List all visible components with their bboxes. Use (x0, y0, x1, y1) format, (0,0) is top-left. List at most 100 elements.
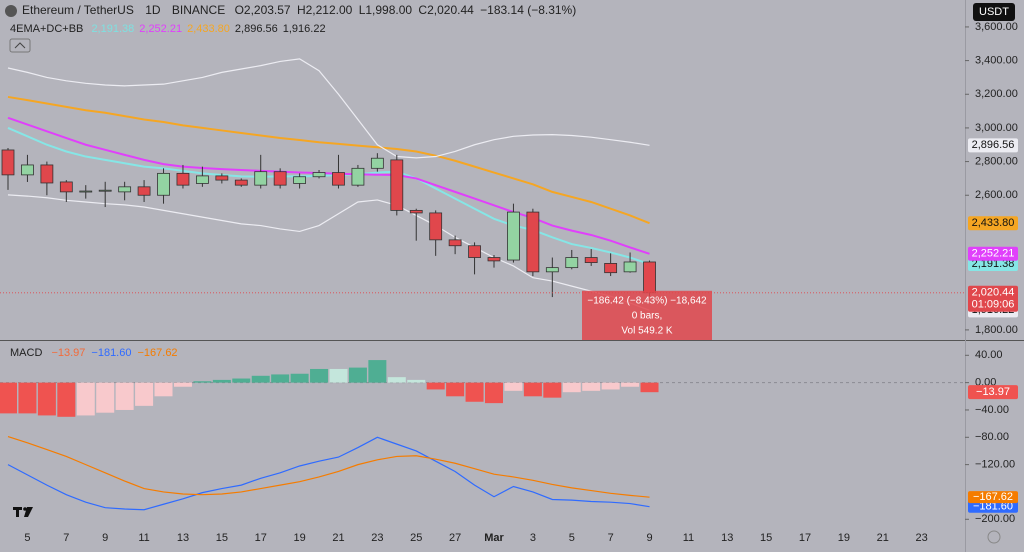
x-tick-label: 7 (63, 532, 69, 544)
candle-body (312, 172, 326, 178)
ohlc-high: H2,212.00 (297, 3, 353, 17)
histogram-bar (621, 382, 640, 387)
candle-body (59, 181, 73, 193)
candle-body (468, 245, 481, 258)
y-tick-label: 3,600.00 (975, 21, 1018, 33)
histogram-bar (251, 375, 270, 383)
histogram-bar (57, 382, 76, 417)
histogram-bar (290, 373, 309, 383)
x-tick-label: 27 (449, 532, 461, 544)
candle-body (293, 176, 307, 184)
histogram-bar (407, 379, 426, 383)
price-tag-label: 2,020.44 (972, 287, 1015, 299)
candle-body (565, 257, 579, 269)
logo-part (16, 507, 19, 517)
x-tick-label: 9 (102, 532, 108, 544)
macd-value: −167.62 (137, 347, 177, 359)
histogram-bar (173, 382, 192, 387)
y-tick-label: 2,800.00 (975, 155, 1018, 167)
ohlc-low: L1,998.00 (359, 3, 413, 17)
indicator-value: 2,896.56 (235, 23, 278, 35)
x-tick-label: 9 (646, 532, 652, 544)
histogram-bar (96, 382, 115, 413)
price-panel: 3,600.00 3,400.00 3,200.00 3,000.00 2,800.00… (0, 21, 1018, 340)
candle-body (1, 149, 15, 176)
histogram-bar (562, 382, 581, 393)
indicator-value: 1,916.22 (283, 23, 326, 35)
x-tick-label: 23 (371, 532, 383, 544)
value-tag-label: −13.97 (976, 386, 1010, 398)
candle-body (429, 212, 443, 241)
histogram-bar (426, 382, 445, 390)
price-tag-label: 2,191.38 (972, 258, 1015, 270)
candle-body (234, 179, 248, 186)
histogram-bar (387, 377, 406, 383)
x-tick-label: 23 (916, 532, 928, 544)
histogram-bar (446, 382, 465, 397)
logo-part (23, 507, 27, 511)
x-tick-label: 25 (410, 532, 422, 544)
histogram-bar (640, 382, 659, 393)
logo-part (24, 507, 33, 517)
x-tick-label: 15 (216, 532, 228, 544)
histogram-bar (0, 382, 17, 414)
candle-body (137, 186, 151, 196)
x-tick-label: 17 (255, 532, 267, 544)
x-tick-label: 13 (721, 532, 733, 544)
x-tick-label: 19 (838, 532, 850, 544)
histogram-bar (504, 382, 523, 391)
change: −183.14 (−8.31%) (480, 3, 576, 17)
x-tick-label: 11 (138, 532, 149, 544)
collapse-icon (14, 42, 26, 49)
x-tick-label: 21 (332, 532, 344, 544)
y-tick-label: −40.00 (975, 404, 1009, 416)
x-tick-label: 15 (760, 532, 772, 544)
currency-box[interactable] (973, 3, 1015, 21)
histogram-bar (329, 368, 348, 383)
indicator-line (7, 58, 650, 159)
candle-body (545, 267, 559, 273)
exchange: BINANCE (172, 3, 225, 17)
candle-body (623, 261, 637, 273)
indicator-value: 2,191.38 (91, 23, 134, 35)
candle-body (487, 257, 501, 262)
candle-body (195, 175, 209, 184)
y-tick-label: 3,200.00 (975, 88, 1018, 100)
tooltip-box (582, 290, 712, 340)
collapse-button[interactable] (9, 38, 31, 53)
histogram-bar (18, 382, 37, 414)
currency: USDT (979, 6, 1009, 18)
y-tick-label: 40.00 (975, 349, 1003, 361)
histogram-bar (543, 382, 562, 398)
indicator-name: 4EMA+DC+BB (10, 23, 83, 35)
indicator-line (7, 95, 650, 225)
candle-body (351, 167, 365, 186)
candle-body (176, 172, 190, 186)
histogram-bar (601, 382, 620, 390)
settings-icon[interactable] (987, 530, 1001, 544)
ohlc-open: O2,203.57 (235, 3, 291, 17)
histogram-bar (485, 382, 503, 404)
indicator-value: 2,433.80 (187, 23, 230, 35)
macd-value: −13.97 (51, 347, 85, 359)
value-tag (968, 500, 1018, 513)
y-tick-label: −80.00 (975, 431, 1009, 443)
price-tag-label: 2,252.21 (972, 248, 1015, 260)
candle-body (215, 175, 229, 181)
y-tick-label: 2,600.00 (975, 189, 1018, 201)
candle-body (448, 239, 462, 247)
tooltip-text: 0 bars, (632, 310, 663, 321)
candle-body (332, 172, 345, 186)
candle-body (98, 189, 112, 192)
x-tick-label: 19 (293, 532, 305, 544)
y-tick-label: 3,400.00 (975, 55, 1018, 67)
x-tick-label: 17 (799, 532, 811, 544)
indicator-line (7, 194, 650, 311)
value-tag (968, 385, 1018, 400)
candle-body (79, 190, 93, 193)
macd-legend: MACD −13.97 −181.60 −167.62 (10, 347, 178, 359)
histogram-bar (368, 360, 387, 383)
candle-body (643, 261, 656, 294)
